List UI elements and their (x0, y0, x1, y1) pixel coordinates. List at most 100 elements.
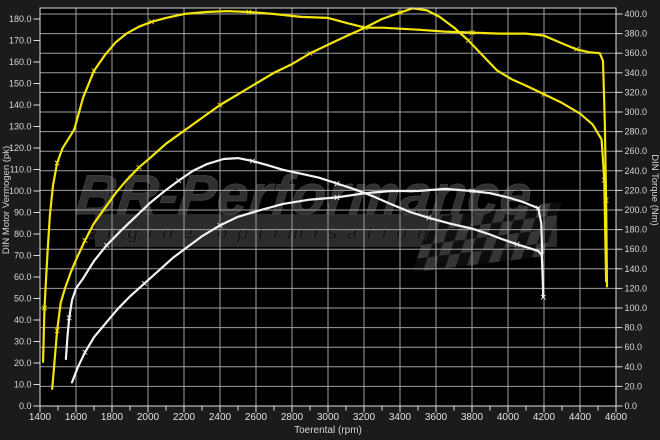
y-right-tick-label: 320.0 (625, 87, 648, 97)
y-left-tick-label: 70.0 (14, 251, 32, 261)
measurement-marker-torque-tuned (469, 29, 475, 36)
y-right-tick-label: 120.0 (625, 283, 648, 293)
x-tick-label: 4000 (497, 412, 520, 423)
y-left-tick-label: 120.0 (9, 143, 32, 153)
checker-cell (497, 220, 514, 236)
measurement-marker-power-tuned (82, 237, 88, 244)
series-power-stock (70, 187, 544, 384)
measurement-marker-power-stock (334, 194, 340, 201)
watermark-tagline-text: engine optimisation (87, 223, 437, 244)
measurement-marker-torque-stock (514, 241, 520, 247)
checker-cell (421, 230, 438, 246)
checker-cell (466, 250, 483, 266)
checker-cell (438, 241, 455, 257)
y-left-tick-label: 80.0 (14, 229, 32, 239)
measurement-marker-torque-tuned (54, 160, 60, 166)
grid-lines (39, 8, 617, 407)
y-left-tick-label: 10.0 (14, 380, 32, 390)
measurement-marker-torque-stock (334, 180, 340, 187)
y-right-tick-label: 280.0 (625, 127, 648, 137)
x-tick-label: 2400 (209, 412, 232, 423)
x-tick-label: 4600 (605, 412, 628, 423)
series-torque-tuned (41, 10, 609, 363)
y-right-tick-label: 140.0 (625, 264, 648, 274)
watermark-brand-text: BR-Performance (73, 163, 535, 226)
measurement-marker-power-stock (82, 349, 88, 355)
checker-cell (416, 243, 433, 259)
measurement-marker-power-tuned (541, 91, 547, 97)
measurement-marker-power-stock (535, 205, 541, 211)
y-right-tick-label: 160.0 (625, 244, 648, 254)
y-right-tick-label: 20.0 (625, 381, 643, 391)
checker-cell (499, 246, 516, 262)
y-left-tick-label: 50.0 (14, 294, 32, 304)
measurement-marker-power-stock (217, 222, 223, 229)
checker-cell (455, 252, 472, 268)
axis-ticks-and-labels: 0.0 10.0 20.0 30.0 40.0 50.0 60.0 70.0 80.0 90.0 1… (9, 9, 647, 423)
checker-cell (541, 215, 558, 231)
y-right-tick-label: 40.0 (625, 362, 643, 372)
checker-cell (508, 219, 525, 235)
y-right-tick-label: 340.0 (625, 68, 648, 78)
y-axis-left-title: DIN Motor Vermogen (pk) (1, 146, 12, 254)
measurement-marker-torque-stock (66, 315, 72, 321)
y-left-tick-label: 0.0 (19, 401, 32, 411)
y-left-tick-label: 40.0 (14, 315, 32, 325)
checker-cell (480, 209, 497, 225)
y-right-tick-label: 260.0 (625, 146, 648, 156)
y-left-tick-label: 150.0 (9, 79, 32, 89)
checker-cell (471, 237, 487, 253)
y-left-tick-label: 30.0 (14, 337, 32, 347)
x-tick-label: 3400 (389, 412, 412, 423)
checker-cell (469, 210, 486, 227)
measurement-marker-power-tuned (601, 177, 607, 183)
x-tick-label: 2800 (281, 412, 304, 423)
measurement-marker-torque-stock (249, 158, 256, 164)
x-tick-label: 1800 (101, 412, 124, 423)
measurement-marker-torque-tuned (246, 9, 252, 15)
measurement-marker-torque-tuned (148, 19, 155, 25)
measurement-marker-power-tuned (397, 9, 403, 16)
y-left-tick-label: 130.0 (9, 122, 32, 132)
x-tick-label: 3600 (425, 412, 448, 423)
checker-cell (443, 227, 459, 243)
measurement-marker-torque-tuned (573, 46, 580, 52)
y-right-tick-label: 180.0 (625, 225, 648, 235)
measurement-marker-torque-stock (103, 242, 110, 248)
y-left-tick-label: 170.0 (9, 36, 32, 46)
measurement-marker-power-stock (469, 188, 475, 194)
measurement-marker-torque-stock (426, 215, 432, 221)
y-left-tick-label: 160.0 (9, 57, 32, 67)
checker-cell (482, 235, 498, 251)
measurement-marker-power-tuned (465, 37, 472, 44)
measurement-marker-torque-tuned (91, 68, 97, 74)
checker-cell (502, 206, 519, 222)
x-tick-label: 2000 (137, 412, 160, 423)
x-tick-label: 2200 (173, 412, 196, 423)
measurement-marker-power-tuned (217, 102, 223, 108)
measurement-marker-power-tuned (136, 164, 142, 171)
measurement-marker-torque-stock (175, 177, 182, 184)
checker-cell (491, 208, 508, 224)
y-right-tick-label: 220.0 (625, 185, 648, 195)
y-left-tick-label: 60.0 (14, 272, 32, 282)
y-right-tick-label: 80.0 (625, 323, 643, 333)
measurement-marker-torque-tuned (41, 305, 48, 311)
checker-cell (458, 212, 475, 228)
checker-cell (444, 253, 461, 269)
series-torque-stock (64, 157, 545, 361)
checker-cell (422, 256, 439, 272)
checker-cell (488, 247, 505, 264)
y-right-tick-label: 240.0 (625, 166, 648, 176)
x-tick-label: 3200 (353, 412, 376, 423)
checker-cell (433, 254, 450, 270)
measurement-marker-power-stock (141, 280, 148, 287)
measurement-marker-torque-stock (540, 294, 546, 300)
y-right-tick-label: 380.0 (625, 29, 648, 39)
dyno-curves (41, 7, 609, 390)
checker-cell (449, 239, 466, 255)
x-tick-label: 4400 (569, 412, 592, 423)
x-tick-label: 1600 (65, 412, 88, 423)
y-right-tick-label: 300.0 (625, 107, 648, 117)
